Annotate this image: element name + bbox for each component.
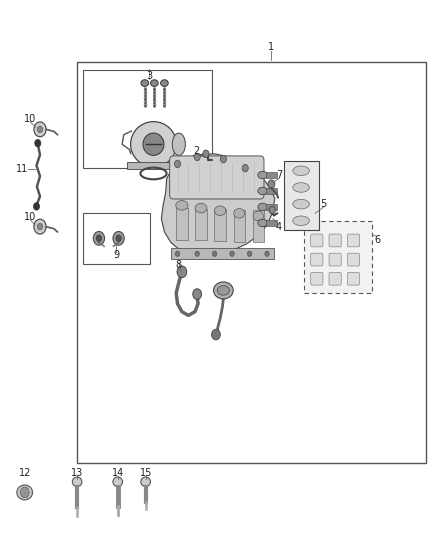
- Bar: [195, 208, 207, 240]
- FancyBboxPatch shape: [311, 234, 323, 247]
- Text: 4: 4: [276, 222, 282, 232]
- FancyBboxPatch shape: [311, 253, 323, 266]
- FancyBboxPatch shape: [311, 272, 323, 285]
- Circle shape: [212, 251, 217, 256]
- Text: 12: 12: [18, 468, 31, 478]
- Circle shape: [193, 289, 201, 300]
- Bar: [83, 213, 150, 264]
- Circle shape: [247, 251, 252, 256]
- Ellipse shape: [72, 477, 82, 487]
- Text: 5: 5: [321, 199, 327, 209]
- Ellipse shape: [253, 211, 264, 221]
- Ellipse shape: [17, 485, 32, 500]
- Circle shape: [194, 154, 200, 161]
- Bar: [266, 220, 277, 225]
- Bar: [266, 172, 277, 177]
- Ellipse shape: [234, 208, 245, 218]
- Bar: [304, 221, 372, 293]
- FancyBboxPatch shape: [329, 253, 341, 266]
- Text: 10: 10: [24, 114, 36, 124]
- Bar: [83, 70, 212, 168]
- FancyBboxPatch shape: [329, 272, 341, 285]
- Ellipse shape: [258, 203, 268, 211]
- Ellipse shape: [161, 80, 168, 86]
- Ellipse shape: [141, 80, 148, 86]
- Text: 1: 1: [268, 43, 275, 52]
- Bar: [77, 62, 426, 463]
- Ellipse shape: [131, 122, 177, 167]
- Ellipse shape: [113, 477, 123, 487]
- Circle shape: [265, 251, 269, 256]
- Text: 11: 11: [15, 164, 28, 174]
- Ellipse shape: [195, 203, 207, 213]
- FancyBboxPatch shape: [347, 234, 360, 247]
- Ellipse shape: [258, 219, 268, 227]
- Circle shape: [113, 231, 124, 245]
- Ellipse shape: [293, 166, 309, 175]
- Bar: [284, 161, 318, 230]
- Bar: [176, 208, 188, 240]
- Ellipse shape: [176, 200, 188, 210]
- Circle shape: [175, 251, 180, 256]
- Circle shape: [212, 329, 220, 340]
- Text: 6: 6: [374, 235, 380, 245]
- Circle shape: [37, 223, 42, 230]
- Text: 8: 8: [176, 261, 182, 270]
- Circle shape: [230, 251, 234, 256]
- Text: 10: 10: [24, 212, 36, 222]
- Bar: [234, 209, 245, 241]
- Text: 13: 13: [71, 468, 83, 478]
- Circle shape: [37, 126, 42, 133]
- Ellipse shape: [217, 286, 230, 295]
- Circle shape: [174, 160, 180, 167]
- Bar: [253, 210, 264, 242]
- Bar: [127, 163, 180, 168]
- Circle shape: [96, 235, 102, 241]
- Circle shape: [35, 140, 41, 147]
- Circle shape: [20, 487, 29, 498]
- Text: 9: 9: [113, 250, 120, 260]
- Ellipse shape: [215, 206, 226, 215]
- Circle shape: [33, 203, 39, 210]
- Circle shape: [268, 180, 275, 188]
- Text: 15: 15: [139, 468, 152, 478]
- Bar: [171, 248, 274, 259]
- Ellipse shape: [293, 199, 309, 209]
- Polygon shape: [161, 154, 275, 256]
- FancyBboxPatch shape: [347, 272, 360, 285]
- Text: 7: 7: [276, 170, 283, 180]
- Ellipse shape: [141, 477, 150, 487]
- Circle shape: [220, 156, 226, 163]
- Circle shape: [195, 251, 199, 256]
- Circle shape: [116, 235, 121, 241]
- Circle shape: [269, 206, 276, 214]
- Ellipse shape: [293, 183, 309, 192]
- Circle shape: [93, 231, 105, 245]
- Ellipse shape: [151, 80, 158, 86]
- Bar: [266, 188, 277, 193]
- Bar: [266, 204, 277, 209]
- Circle shape: [203, 150, 209, 158]
- FancyBboxPatch shape: [170, 156, 264, 199]
- Ellipse shape: [293, 216, 309, 225]
- Ellipse shape: [214, 282, 233, 299]
- Text: 2: 2: [193, 146, 199, 156]
- Circle shape: [242, 165, 248, 172]
- Circle shape: [34, 219, 46, 234]
- FancyBboxPatch shape: [329, 234, 341, 247]
- Bar: [215, 209, 226, 241]
- Circle shape: [177, 266, 187, 278]
- Ellipse shape: [143, 133, 164, 156]
- Ellipse shape: [258, 187, 268, 195]
- Ellipse shape: [258, 171, 268, 179]
- FancyBboxPatch shape: [347, 253, 360, 266]
- Text: 3: 3: [146, 71, 152, 81]
- Ellipse shape: [172, 133, 185, 156]
- Circle shape: [34, 122, 46, 137]
- Text: 14: 14: [112, 468, 124, 478]
